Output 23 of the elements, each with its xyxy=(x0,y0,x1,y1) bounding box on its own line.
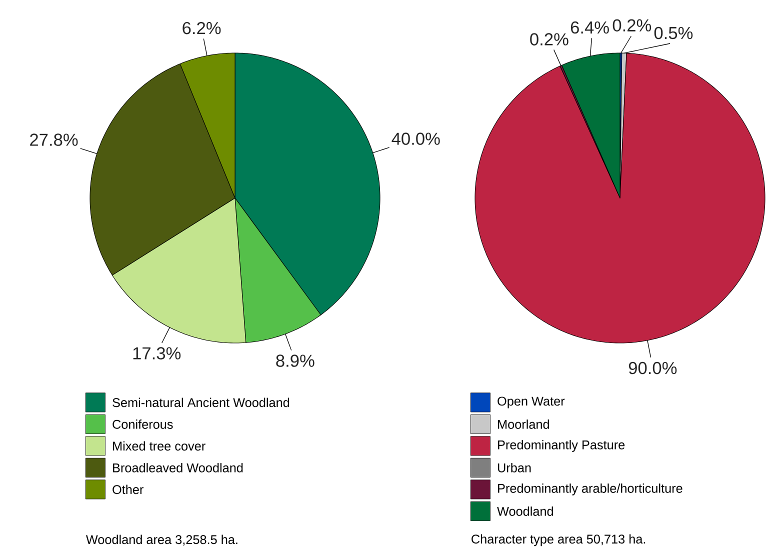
data-label: 27.8% xyxy=(30,134,78,146)
text: Woodland area 3,258.5 ha. xyxy=(86,534,238,546)
data-label: 90.0% xyxy=(628,362,677,374)
data-label: 0.2% xyxy=(612,19,652,32)
legend-label: Moorland xyxy=(498,420,549,429)
legend-label: Predominantly Pasture xyxy=(498,440,625,452)
data-label: 8.9% xyxy=(276,354,314,367)
legend-label: Woodland xyxy=(497,506,554,516)
legend-label: Mixed tree cover xyxy=(113,441,206,451)
text: Character type area 50,713 ha. xyxy=(472,534,646,546)
legend-label: Coniferous xyxy=(112,420,173,429)
data-label: 17.3% xyxy=(133,347,181,360)
data-label: 6.2% xyxy=(182,22,221,34)
data-label: 40.0% xyxy=(392,132,440,145)
legend-label: Broadleaved Woodland xyxy=(113,463,243,472)
legend-label: Open Water xyxy=(498,396,565,408)
legend-label: Predominantly arable/horticulture xyxy=(498,484,682,496)
legend-label: Other xyxy=(112,484,144,494)
data-label: 0.5% xyxy=(654,26,693,40)
data-label: 0.2% xyxy=(530,33,568,46)
data-label: 6.4% xyxy=(570,21,609,34)
legend-label: Urban xyxy=(498,463,531,472)
legend-label: Semi-natural Ancient Woodland xyxy=(112,398,290,408)
